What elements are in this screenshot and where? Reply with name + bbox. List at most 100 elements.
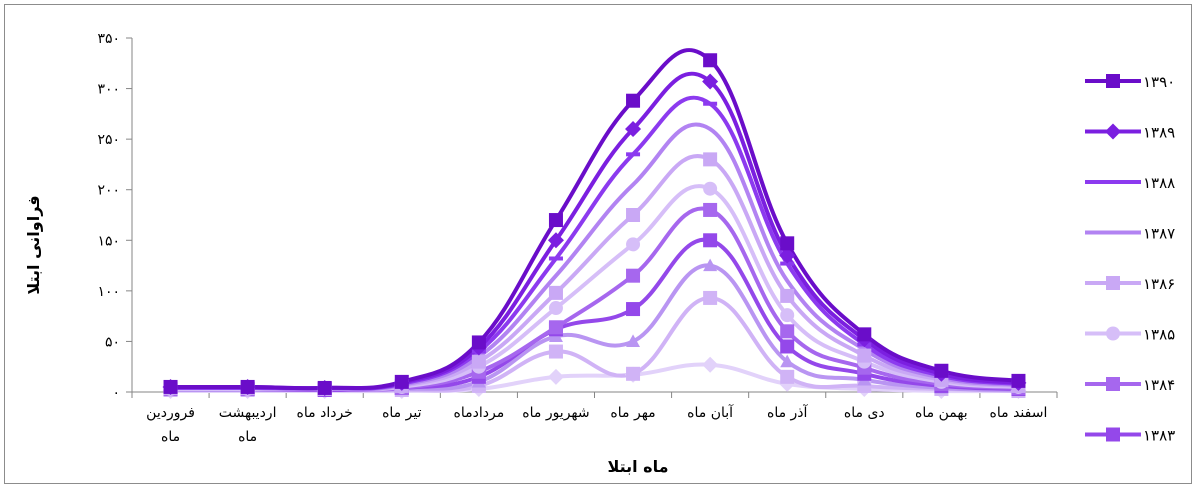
data-point-marker	[548, 301, 563, 316]
data-point-marker	[548, 320, 563, 335]
data-point-marker	[703, 53, 718, 68]
data-point-marker	[1106, 377, 1120, 391]
data-point-marker	[857, 327, 872, 342]
legend-item: ۱۳۸۵	[1085, 326, 1175, 344]
data-point-marker	[1106, 326, 1120, 341]
series-line	[170, 48, 1019, 391]
data-point-marker	[625, 121, 642, 138]
legend-label: ۱۳۹۰	[1143, 73, 1175, 91]
data-point-marker	[703, 290, 718, 305]
line-chart: ۰ ۵۰ ۱۰۰ ۱۵۰ ۲۰۰ ۲۵۰ ۳۰۰ ۳۵۰ فروردین ماه اردیبهشت…	[24, 31, 1175, 476]
chart-frame: ۰ ۵۰ ۱۰۰ ۱۵۰ ۲۰۰ ۲۵۰ ۳۰۰ ۳۵۰ فروردین ماه اردیبهشت…	[4, 4, 1192, 484]
data-point-marker	[702, 73, 719, 90]
x-tick-label: مهر ماه	[610, 405, 655, 421]
y-tick-label: ۳۵۰	[97, 31, 120, 47]
data-point-marker	[626, 366, 641, 381]
legend-item: ۱۳۸۶	[1085, 275, 1175, 293]
x-tick-label: اسفند ماه	[990, 405, 1048, 421]
axes	[131, 38, 1057, 393]
y-tick-label: ۳۰۰	[97, 82, 120, 98]
legend-item: ۱۳۸۷	[1085, 225, 1175, 243]
legend-label: ۱۳۸۵	[1143, 326, 1175, 344]
y-axis-ticks: ۰ ۵۰ ۱۰۰ ۱۵۰ ۲۰۰ ۲۵۰ ۳۰۰ ۳۵۰	[97, 31, 132, 401]
series-line	[170, 95, 1019, 391]
data-point-marker	[1106, 74, 1120, 88]
data-point-marker	[626, 152, 641, 157]
y-tick-label: ۲۵۰	[97, 132, 120, 148]
data-point-marker	[779, 247, 796, 264]
data-point-marker	[626, 93, 641, 108]
data-point-marker	[548, 256, 563, 261]
data-point-marker	[703, 101, 718, 106]
data-point-marker	[703, 202, 718, 217]
data-point-marker	[547, 232, 564, 249]
data-point-marker	[780, 354, 795, 368]
legend-label: ۱۳۸۷	[1143, 225, 1175, 243]
data-point-marker	[780, 261, 795, 266]
legend-label: ۱۳۸۳	[1143, 427, 1175, 445]
data-point-marker	[1106, 180, 1120, 184]
data-point-marker	[934, 363, 949, 378]
y-tick-label: ۵۰	[105, 334, 120, 350]
x-tick-label: ماه	[161, 429, 180, 445]
data-point-marker	[1106, 276, 1120, 290]
data-point-marker	[1105, 123, 1121, 140]
legend: ۱۳۹۰ ۱۳۸۹ ۱۳۸۸ ۱۳۸۷ ۱۳۸۶ ۱۳۸۵ ۱۳۸۴ ۱۳۸۳	[1085, 73, 1175, 445]
data-point-marker	[703, 233, 718, 248]
x-tick-label: دی ماه	[844, 405, 885, 421]
data-point-marker	[780, 324, 795, 339]
x-axis-ticks: فروردین ماه اردیبهشت ماه خرداد ماه تیر ماه مرد…	[131, 392, 1058, 445]
data-point-marker	[626, 208, 641, 222]
data-point-marker	[1011, 373, 1026, 388]
legend-label: ۱۳۸۸	[1143, 174, 1175, 192]
data-point-marker	[780, 369, 795, 384]
legend-label: ۱۳۸۹	[1143, 124, 1175, 142]
y-tick-label: ۲۰۰	[97, 183, 120, 199]
series-markers	[162, 53, 1027, 399]
x-tick-label: ماه	[238, 429, 257, 445]
y-tick-label: ۱۵۰	[97, 233, 120, 249]
data-point-marker	[317, 380, 332, 395]
data-point-marker	[703, 152, 718, 167]
x-tick-label: شهریور ماه	[522, 405, 589, 421]
x-tick-label: اردیبهشت	[219, 405, 277, 421]
x-axis-title: ماه ابتلا	[607, 457, 668, 476]
legend-item: ۱۳۸۹	[1085, 123, 1175, 142]
y-tick-label: ۱۰۰	[97, 284, 120, 300]
data-point-marker	[857, 348, 872, 363]
y-axis-title: فراوانی ابتلا	[24, 195, 43, 294]
data-point-marker	[548, 344, 563, 359]
x-tick-label: بهمن ماه	[915, 405, 968, 421]
x-tick-label: آذر ماه	[767, 404, 809, 421]
data-point-marker	[780, 339, 795, 354]
data-point-marker	[548, 285, 563, 300]
x-tick-label: فروردین	[146, 405, 195, 421]
legend-item: ۱۳۸۴	[1085, 376, 1175, 394]
legend-label: ۱۳۸۴	[1143, 376, 1175, 394]
data-point-marker	[703, 258, 718, 272]
series-line	[170, 122, 1019, 392]
legend-item: ۱۳۸۳	[1085, 427, 1175, 445]
data-point-marker	[1106, 427, 1120, 442]
legend-item: ۱۳۹۰	[1085, 73, 1175, 91]
x-tick-label: خرداد ماه	[297, 405, 353, 421]
data-point-marker	[240, 379, 255, 394]
data-point-marker	[780, 236, 795, 251]
data-point-marker	[626, 268, 641, 283]
data-point-marker	[626, 237, 641, 252]
legend-item: ۱۳۸۸	[1085, 174, 1175, 192]
data-point-marker	[471, 335, 486, 350]
x-tick-label: آبان ماه	[687, 404, 734, 421]
data-point-marker	[548, 213, 563, 228]
data-point-marker	[780, 288, 795, 303]
data-point-marker	[702, 356, 719, 373]
legend-label: ۱۳۸۶	[1143, 275, 1175, 293]
data-point-marker	[703, 181, 718, 196]
x-tick-label: تیر ماه	[382, 405, 421, 421]
data-point-marker	[163, 379, 178, 394]
data-point-marker	[471, 354, 486, 369]
data-point-marker	[780, 308, 795, 323]
data-point-marker	[547, 368, 564, 385]
y-tick-label: ۰	[112, 385, 120, 401]
data-point-marker	[394, 374, 409, 389]
